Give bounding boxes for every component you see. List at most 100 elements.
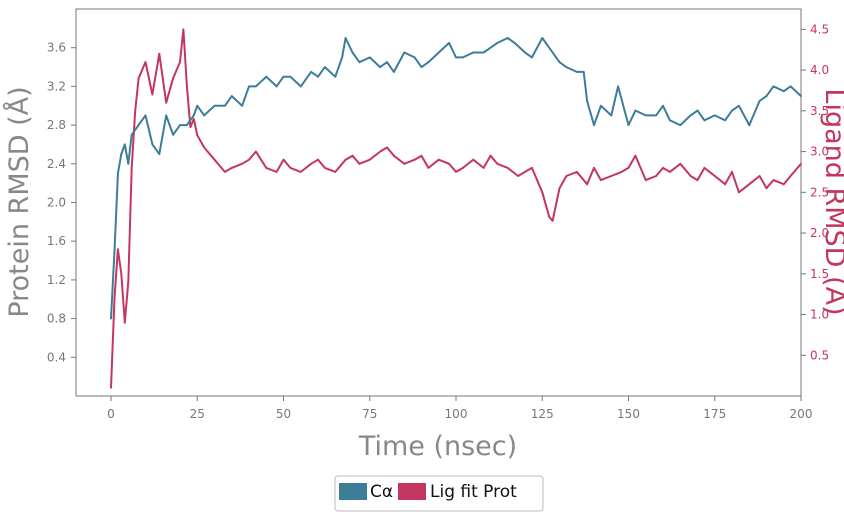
data-point <box>644 114 647 117</box>
data-point <box>117 248 119 251</box>
x-tick-label: 200 <box>790 407 813 421</box>
data-point <box>496 42 499 44</box>
data-point <box>241 104 244 107</box>
data-point <box>213 104 216 107</box>
data-point <box>620 171 623 173</box>
data-point <box>696 179 699 182</box>
data-point <box>110 387 112 389</box>
data-point <box>713 114 716 117</box>
data-point <box>324 66 326 68</box>
data-point <box>644 179 647 182</box>
data-point <box>265 167 268 169</box>
series-ca <box>110 37 802 320</box>
data-point <box>703 167 706 169</box>
data-point <box>358 162 361 165</box>
data-point <box>186 85 188 88</box>
data-point <box>558 187 561 190</box>
x-tick-label: 150 <box>617 407 640 421</box>
data-point <box>189 126 192 128</box>
data-point <box>299 85 302 88</box>
y-left-tick-label: 3.6 <box>47 41 66 55</box>
data-point <box>341 56 343 59</box>
data-point <box>151 93 154 96</box>
data-point <box>127 281 130 283</box>
data-point <box>789 85 792 88</box>
data-point <box>669 119 671 122</box>
data-point <box>782 183 785 186</box>
data-point <box>738 104 740 107</box>
y-right-tick-label: 0.5 <box>810 348 829 362</box>
data-point <box>600 179 602 182</box>
data-point <box>248 158 250 161</box>
x-tick-label: 25 <box>190 407 205 421</box>
data-point <box>582 71 585 73</box>
data-point <box>120 272 123 275</box>
data-point <box>224 171 226 173</box>
data-point <box>137 77 140 80</box>
data-point <box>617 85 619 88</box>
data-point <box>593 124 595 126</box>
data-point <box>462 167 464 169</box>
data-point <box>724 183 726 186</box>
y-right-tick-label: 3.0 <box>810 145 829 159</box>
data-point <box>196 134 199 137</box>
y-left-tick-label: 2.0 <box>47 196 66 210</box>
data-point <box>748 124 751 126</box>
data-point <box>462 56 464 59</box>
data-point <box>368 158 371 161</box>
series-layer <box>110 28 802 389</box>
data-point <box>379 66 381 68</box>
data-point <box>627 124 630 126</box>
data-point <box>586 100 588 102</box>
data-point <box>289 75 292 78</box>
data-point <box>282 75 285 78</box>
data-point <box>123 321 126 324</box>
data-point <box>137 124 140 126</box>
data-point <box>196 104 199 107</box>
y-right-axis-ticks: 0.5 1.0 1.5 2.0 2.5 3.0 3.5 4.0 4.5 <box>801 22 829 362</box>
y-left-tick-label: 3.2 <box>47 79 66 93</box>
data-point <box>393 71 395 73</box>
data-point <box>120 153 123 156</box>
y-left-tick-label: 1.6 <box>47 234 66 248</box>
y-left-tick-label: 0.8 <box>47 312 66 326</box>
data-point <box>113 297 116 300</box>
data-point <box>368 56 371 59</box>
y-right-tick-label: 2.0 <box>810 226 829 240</box>
series-lig-fit-prot <box>110 28 802 389</box>
data-point <box>655 114 657 117</box>
data-point <box>662 104 664 107</box>
data-point <box>179 61 181 63</box>
y-right-tick-label: 3.5 <box>810 104 829 118</box>
data-point <box>282 158 285 161</box>
data-point <box>334 75 337 78</box>
y-left-axis-title: Protein RMSD (Å) <box>3 86 35 317</box>
data-point <box>472 158 475 161</box>
data-point <box>489 154 492 157</box>
data-point <box>203 146 206 149</box>
data-point <box>627 167 630 169</box>
data-point <box>724 119 726 122</box>
data-point <box>448 162 450 165</box>
data-point <box>172 133 175 136</box>
x-axis-title: Time (nsec) <box>358 431 517 462</box>
data-point <box>782 90 785 93</box>
data-point <box>165 114 168 117</box>
data-point <box>317 75 319 78</box>
data-point <box>772 179 775 182</box>
data-point <box>130 167 133 169</box>
data-point <box>548 46 551 49</box>
data-point <box>230 95 233 97</box>
y-left-tick-label: 1.2 <box>47 273 66 287</box>
data-point <box>565 175 568 177</box>
data-point <box>144 114 147 117</box>
data-point <box>558 61 561 64</box>
data-point <box>158 153 161 156</box>
data-point <box>541 37 544 39</box>
data-point <box>575 171 578 173</box>
data-point <box>738 191 740 194</box>
data-point <box>248 85 250 88</box>
data-point <box>586 183 588 186</box>
data-point <box>241 162 244 165</box>
data-point <box>531 56 533 59</box>
